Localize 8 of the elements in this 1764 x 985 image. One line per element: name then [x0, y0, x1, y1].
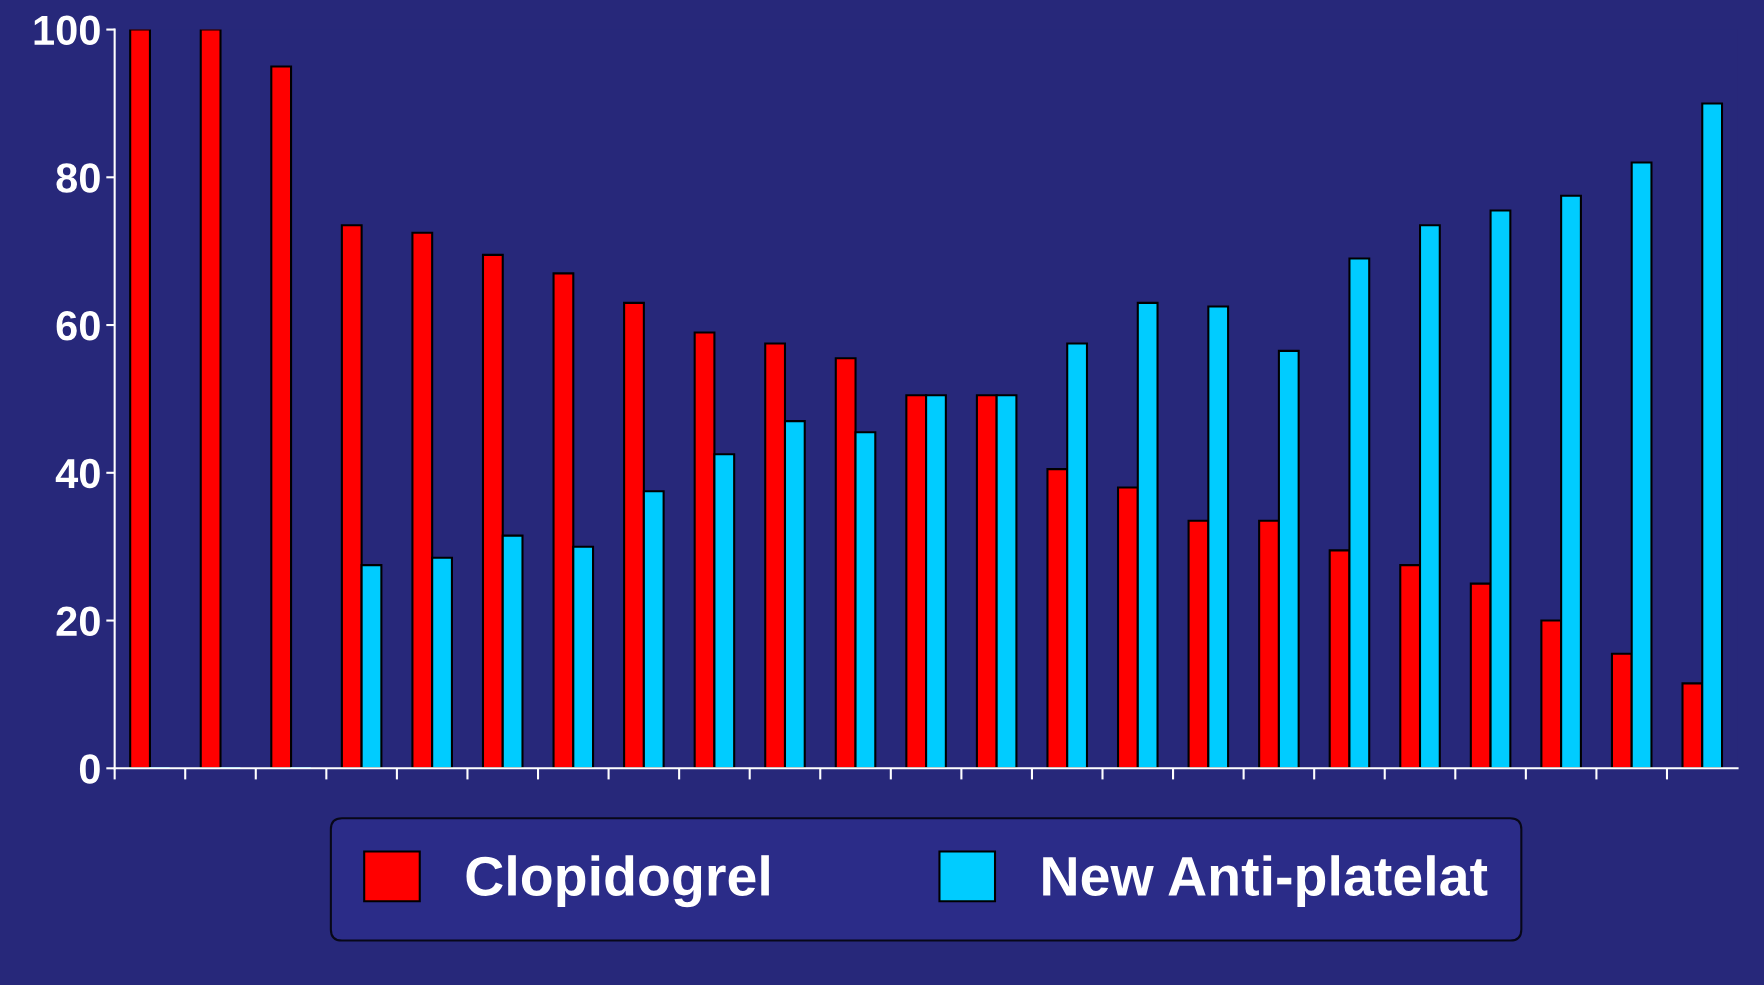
y-tick-label: 20	[56, 606, 100, 637]
y-tick-label: 40	[55, 458, 100, 489]
legend-label: Clopidogrel	[466, 855, 769, 908]
y-tick-label: 100	[34, 15, 100, 46]
y-tick-label: 60	[56, 311, 100, 341]
y-tick-label: 0	[79, 754, 100, 784]
y-tick-label: 80	[56, 163, 100, 193]
legend-label: New Anti-platelat	[1043, 855, 1488, 907]
